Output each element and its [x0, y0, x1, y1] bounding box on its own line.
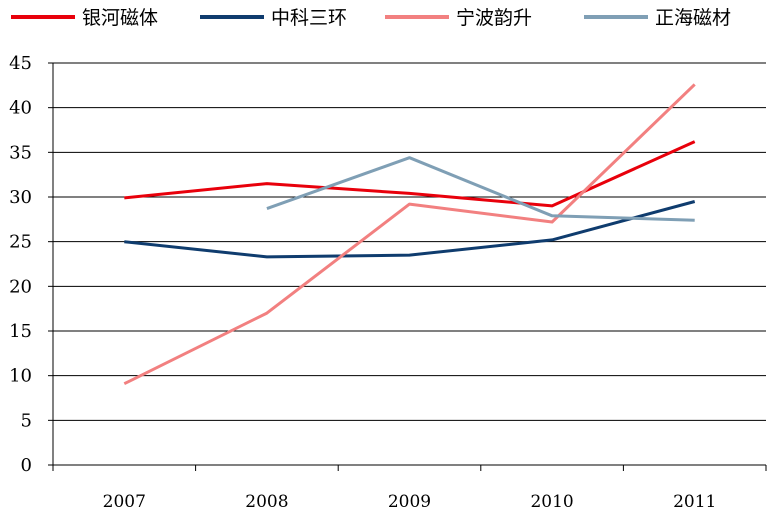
x-tick-label: 2011 — [673, 492, 716, 512]
x-tick-label: 2008 — [245, 492, 288, 512]
series-line-1 — [124, 200, 696, 259]
y-tick-label: 40 — [9, 98, 32, 119]
y-tick-label: 5 — [21, 410, 32, 431]
legend-label-0: 银河磁体 — [82, 7, 158, 29]
y-tick-label: 10 — [9, 366, 32, 387]
x-tick-label: 2009 — [388, 492, 431, 512]
y-tick-label: 30 — [9, 187, 32, 208]
series-lines — [123, 83, 696, 386]
y-tick-label: 45 — [9, 53, 32, 74]
legend-label-2: 宁波韵升 — [456, 7, 532, 29]
legend: 银河磁体 中科三环 宁波韵升 正海磁材 — [11, 7, 731, 29]
y-axis-ticks: 0 5 10 15 20 25 30 35 40 45 — [9, 53, 32, 476]
series-line-3 — [266, 156, 695, 222]
axes — [48, 62, 767, 471]
x-tick-label: 2007 — [103, 492, 146, 512]
y-tick-label: 35 — [9, 142, 32, 163]
series-line-0 — [124, 140, 696, 208]
legend-label-1: 中科三环 — [271, 7, 347, 29]
x-axis-ticks: 2007 2008 2009 2010 2011 — [103, 492, 717, 512]
series-line-2 — [123, 83, 696, 386]
y-tick-label: 15 — [9, 321, 32, 342]
y-tick-label: 20 — [9, 276, 32, 297]
y-tick-label: 0 — [21, 455, 32, 476]
legend-label-3: 正海磁材 — [655, 7, 731, 29]
y-tick-label: 25 — [9, 232, 32, 253]
gridlines — [53, 62, 766, 421]
x-tick-label: 2010 — [530, 492, 573, 512]
